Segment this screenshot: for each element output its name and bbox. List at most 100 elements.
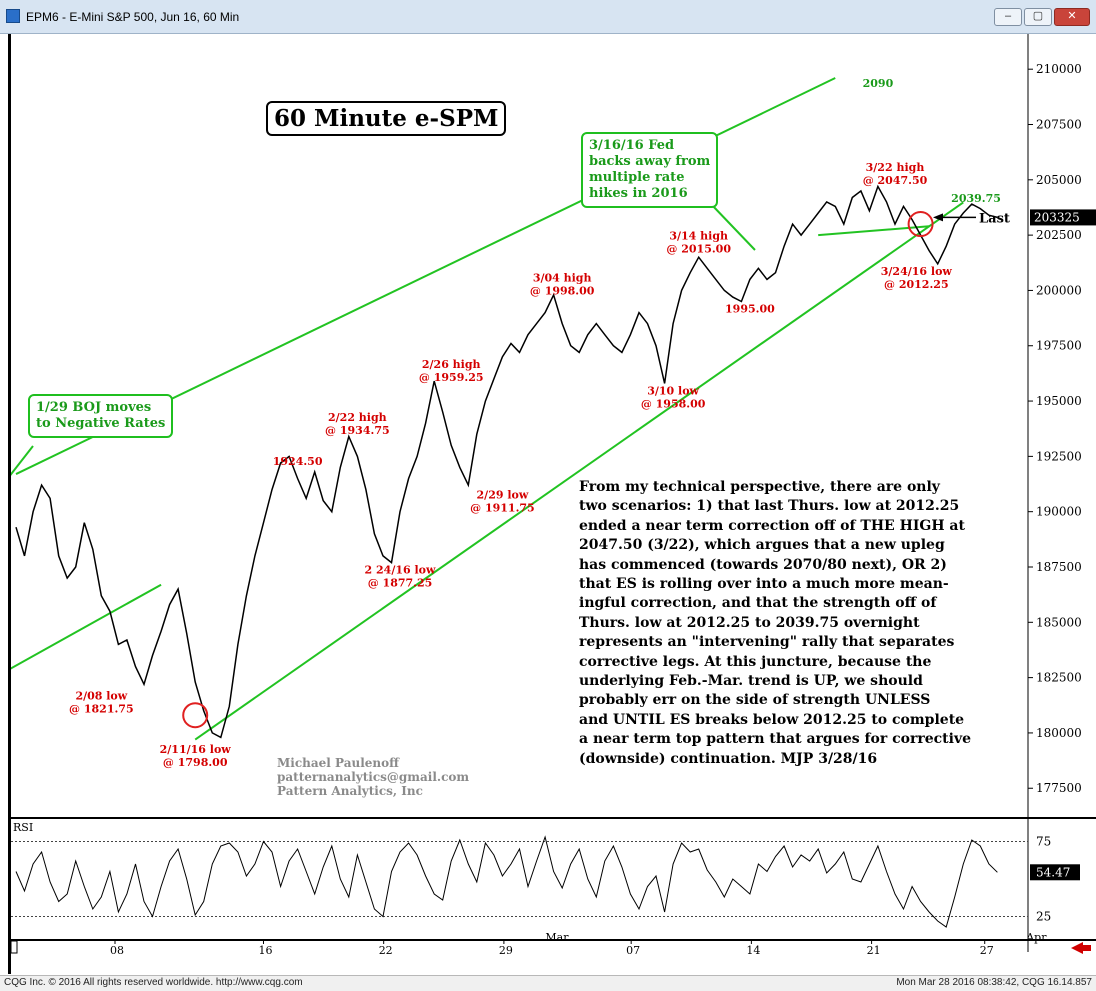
author-credits: Michael Paulenoff patternanalytics@gmail… [277,756,469,798]
price-annotation: 3/24/16 low@ 2012.25 [881,265,953,291]
annotation-label: 1995.00 [725,303,775,316]
x-month-label: Apr [1025,931,1047,944]
x-tick-label: 22 [379,944,393,957]
time-axis: 08 16 22 29 07 14 21 27 Mar Apr [10,931,1091,957]
comment-line: probably err on the side of strength UNL… [579,692,931,709]
rsi-last-label: 54.47 [1036,865,1070,879]
comment-line: Thurs. low at 2012.25 to 2039.75 overnig… [579,614,920,631]
annotation-label: 3/14 high [669,230,728,243]
y-tick-label: 185000 [1036,615,1082,629]
price-series [15,184,998,739]
price-annotation: 3/14 high@ 2015.00 [666,230,731,256]
y-tick-label: 182500 [1036,671,1082,685]
annotation-label: @ 1877.25 [368,577,433,590]
rsi-tick-label: 75 [1036,835,1051,849]
rsi-tick-label: 25 [1036,910,1051,924]
x-month-label: Mar [545,931,569,944]
annotation-label: @ 2015.00 [666,243,731,256]
price-annotation: 2039.75 [951,192,1001,205]
price-annotation: 3/22 high@ 2047.50 [863,161,928,187]
price-annotation: 1924.50 [273,455,323,468]
annotation-label: @ 1958.00 [641,397,706,410]
y-tick-label: 200000 [1036,283,1082,297]
x-tick-label: 21 [867,944,881,957]
neckline [818,225,930,237]
y-tick-label: 192500 [1036,449,1082,463]
last-value-box [1030,209,1096,226]
comment-line: underlying Feb.-Mar. trend is UP, we sho… [579,673,923,690]
credit-line: patternanalytics@gmail.com [277,770,470,784]
price-annotation: 2090 [863,77,894,90]
chart-frame: 177500 180000 182500 185000 187500 190000 1925… [0,34,1096,974]
y-tick-label: 202500 [1036,228,1082,242]
comment-line: two scenarios: 1) that last Thurs. low a… [579,498,960,515]
app-icon [6,9,20,23]
comment-line: ingful correction, and that the strength… [579,595,937,612]
annotation-label: @ 1934.75 [325,424,390,437]
comment-line: has commenced (towards 2070/80 next), OR… [579,556,947,573]
y-tick-label: 190000 [1036,505,1082,519]
x-tick-label: 08 [110,944,124,957]
annotation-label: 2/29 low [477,488,529,501]
x-tick-label: 27 [980,944,994,957]
y-tick-label: 207500 [1036,117,1082,131]
callout-line: multiple rate [589,170,685,185]
annotation-label: 2 24/16 low [365,564,436,577]
comment-line: 2047.50 (3/22), which argues that a new … [579,537,945,554]
callout-line: hikes in 2016 [589,186,688,201]
comment-line: ended a near term correction off of THE … [579,517,965,534]
comment-line: corrective legs. At this juncture, becau… [579,653,932,670]
last-label: Last [979,211,1010,226]
price-pane: 177500 180000 182500 185000 187500 190000 1925… [0,34,1096,952]
maximize-button[interactable]: ▢ [1024,8,1052,26]
x-tick-label: 16 [258,944,272,957]
comment-line: that ES is rolling over into a much more… [579,576,949,593]
price-annotation: 2/11/16 low@ 1798.00 [160,743,232,769]
annotation-label: @ 1821.75 [69,703,134,716]
annotation-label: 1924.50 [273,455,323,468]
annotation-label: 2039.75 [951,192,1001,205]
annotation-label: 3/24/16 low [881,265,953,278]
comment-line: From my technical perspective, there are… [579,479,940,495]
minimize-button[interactable]: – [994,8,1022,26]
last-arrow-head [933,213,943,222]
annotation-label: 3/04 high [533,272,592,285]
annotation-label: @ 1911.75 [470,501,535,514]
price-annotation: 3/10 low@ 1958.00 [641,384,706,410]
channel-line-lower [194,201,964,741]
y-tick-label: 180000 [1036,726,1082,740]
rsi-title: RSI [13,821,33,834]
highlight-circle [907,211,934,238]
comment-line: and UNTIL ES breaks below 2012.25 to com… [579,711,965,728]
rsi-series [15,835,998,928]
callout-line: to Negative Rates [36,416,166,431]
y-tick-label: 177500 [1036,781,1082,795]
scroll-handle-left [10,940,18,954]
annotation-label: @ 2012.25 [884,278,949,291]
comment-line: (downside) continuation. MJP 3/28/16 [579,750,878,767]
x-tick-label: 29 [499,944,513,957]
last-value-label: 203325 [1034,210,1080,224]
scroll-end-arrow-icon [1071,942,1091,954]
annotation-label: 2/08 low [75,690,127,703]
commentary-text: From my technical perspective, there are… [579,478,999,769]
chart-canvas[interactable]: 177500 180000 182500 185000 187500 190000 1925… [0,34,1096,974]
annotation-label: @ 2047.50 [863,174,928,187]
annotation-label: 2/26 high [422,358,481,371]
credit-line: Michael Paulenoff [277,756,399,770]
callout-line: backs away from [589,154,711,169]
callout-line: 3/16/16 Fed [589,138,675,153]
price-annotation: 1995.00 [725,303,775,316]
price-annotation: 3/04 high@ 1998.00 [530,272,595,298]
annotation-label: @ 1959.25 [419,371,484,384]
y-tick-label: 187500 [1036,560,1082,574]
y-tick-label: 205000 [1036,173,1082,187]
close-button[interactable]: ✕ [1054,8,1090,26]
annotation-label: 2/22 high [328,411,387,424]
rsi-pane: RSI 25 75 54.47 [11,821,1096,941]
status-bar: CQG Inc. © 2016 All rights reserved worl… [0,975,1096,991]
comment-line: represents an "intervening" rally that s… [579,634,955,651]
annotation-label: 3/10 low [647,384,699,397]
rsi-last-box [1030,864,1080,881]
annotation-label: 2/11/16 low [160,743,232,756]
